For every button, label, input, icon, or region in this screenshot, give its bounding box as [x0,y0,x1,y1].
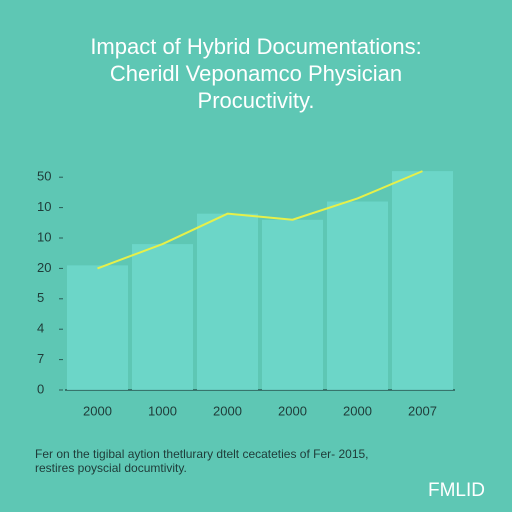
x-tick-label: 2007 [408,403,437,418]
y-tick-label: 10 [37,199,51,214]
footnote: restires poyscial documtivity. [35,461,187,475]
bar [197,213,258,390]
y-tick-label: 7 [37,351,44,366]
bar [392,171,453,390]
line [97,170,423,270]
bar [67,265,128,390]
chart-title: Cheridl Veponamco Physician [110,61,402,86]
x-tick-label: 2000 [213,403,242,418]
x-tick-label: 2000 [343,403,372,418]
y-tick-label: 20 [37,260,51,275]
x-tick-label: 2000 [278,403,307,418]
bar [327,201,388,390]
x-tick-label: 1000 [148,403,177,418]
footnote: Fer on the tigibal aytion thetlurary dte… [35,447,369,461]
bar [132,244,193,390]
chart-title: Impact of Hybrid Documentations: [90,34,421,59]
x-tick-label: 2000 [83,403,112,418]
y-tick-label: 10 [37,229,51,244]
y-tick-label: 5 [37,290,44,305]
brand: FMLID [428,480,485,501]
y-tick-label: 50 [37,169,51,184]
bar [262,219,323,390]
chart-title: Procuctivity. [198,88,315,113]
y-tick-label: 4 [37,321,44,336]
y-tick-label: 0 [37,381,44,396]
